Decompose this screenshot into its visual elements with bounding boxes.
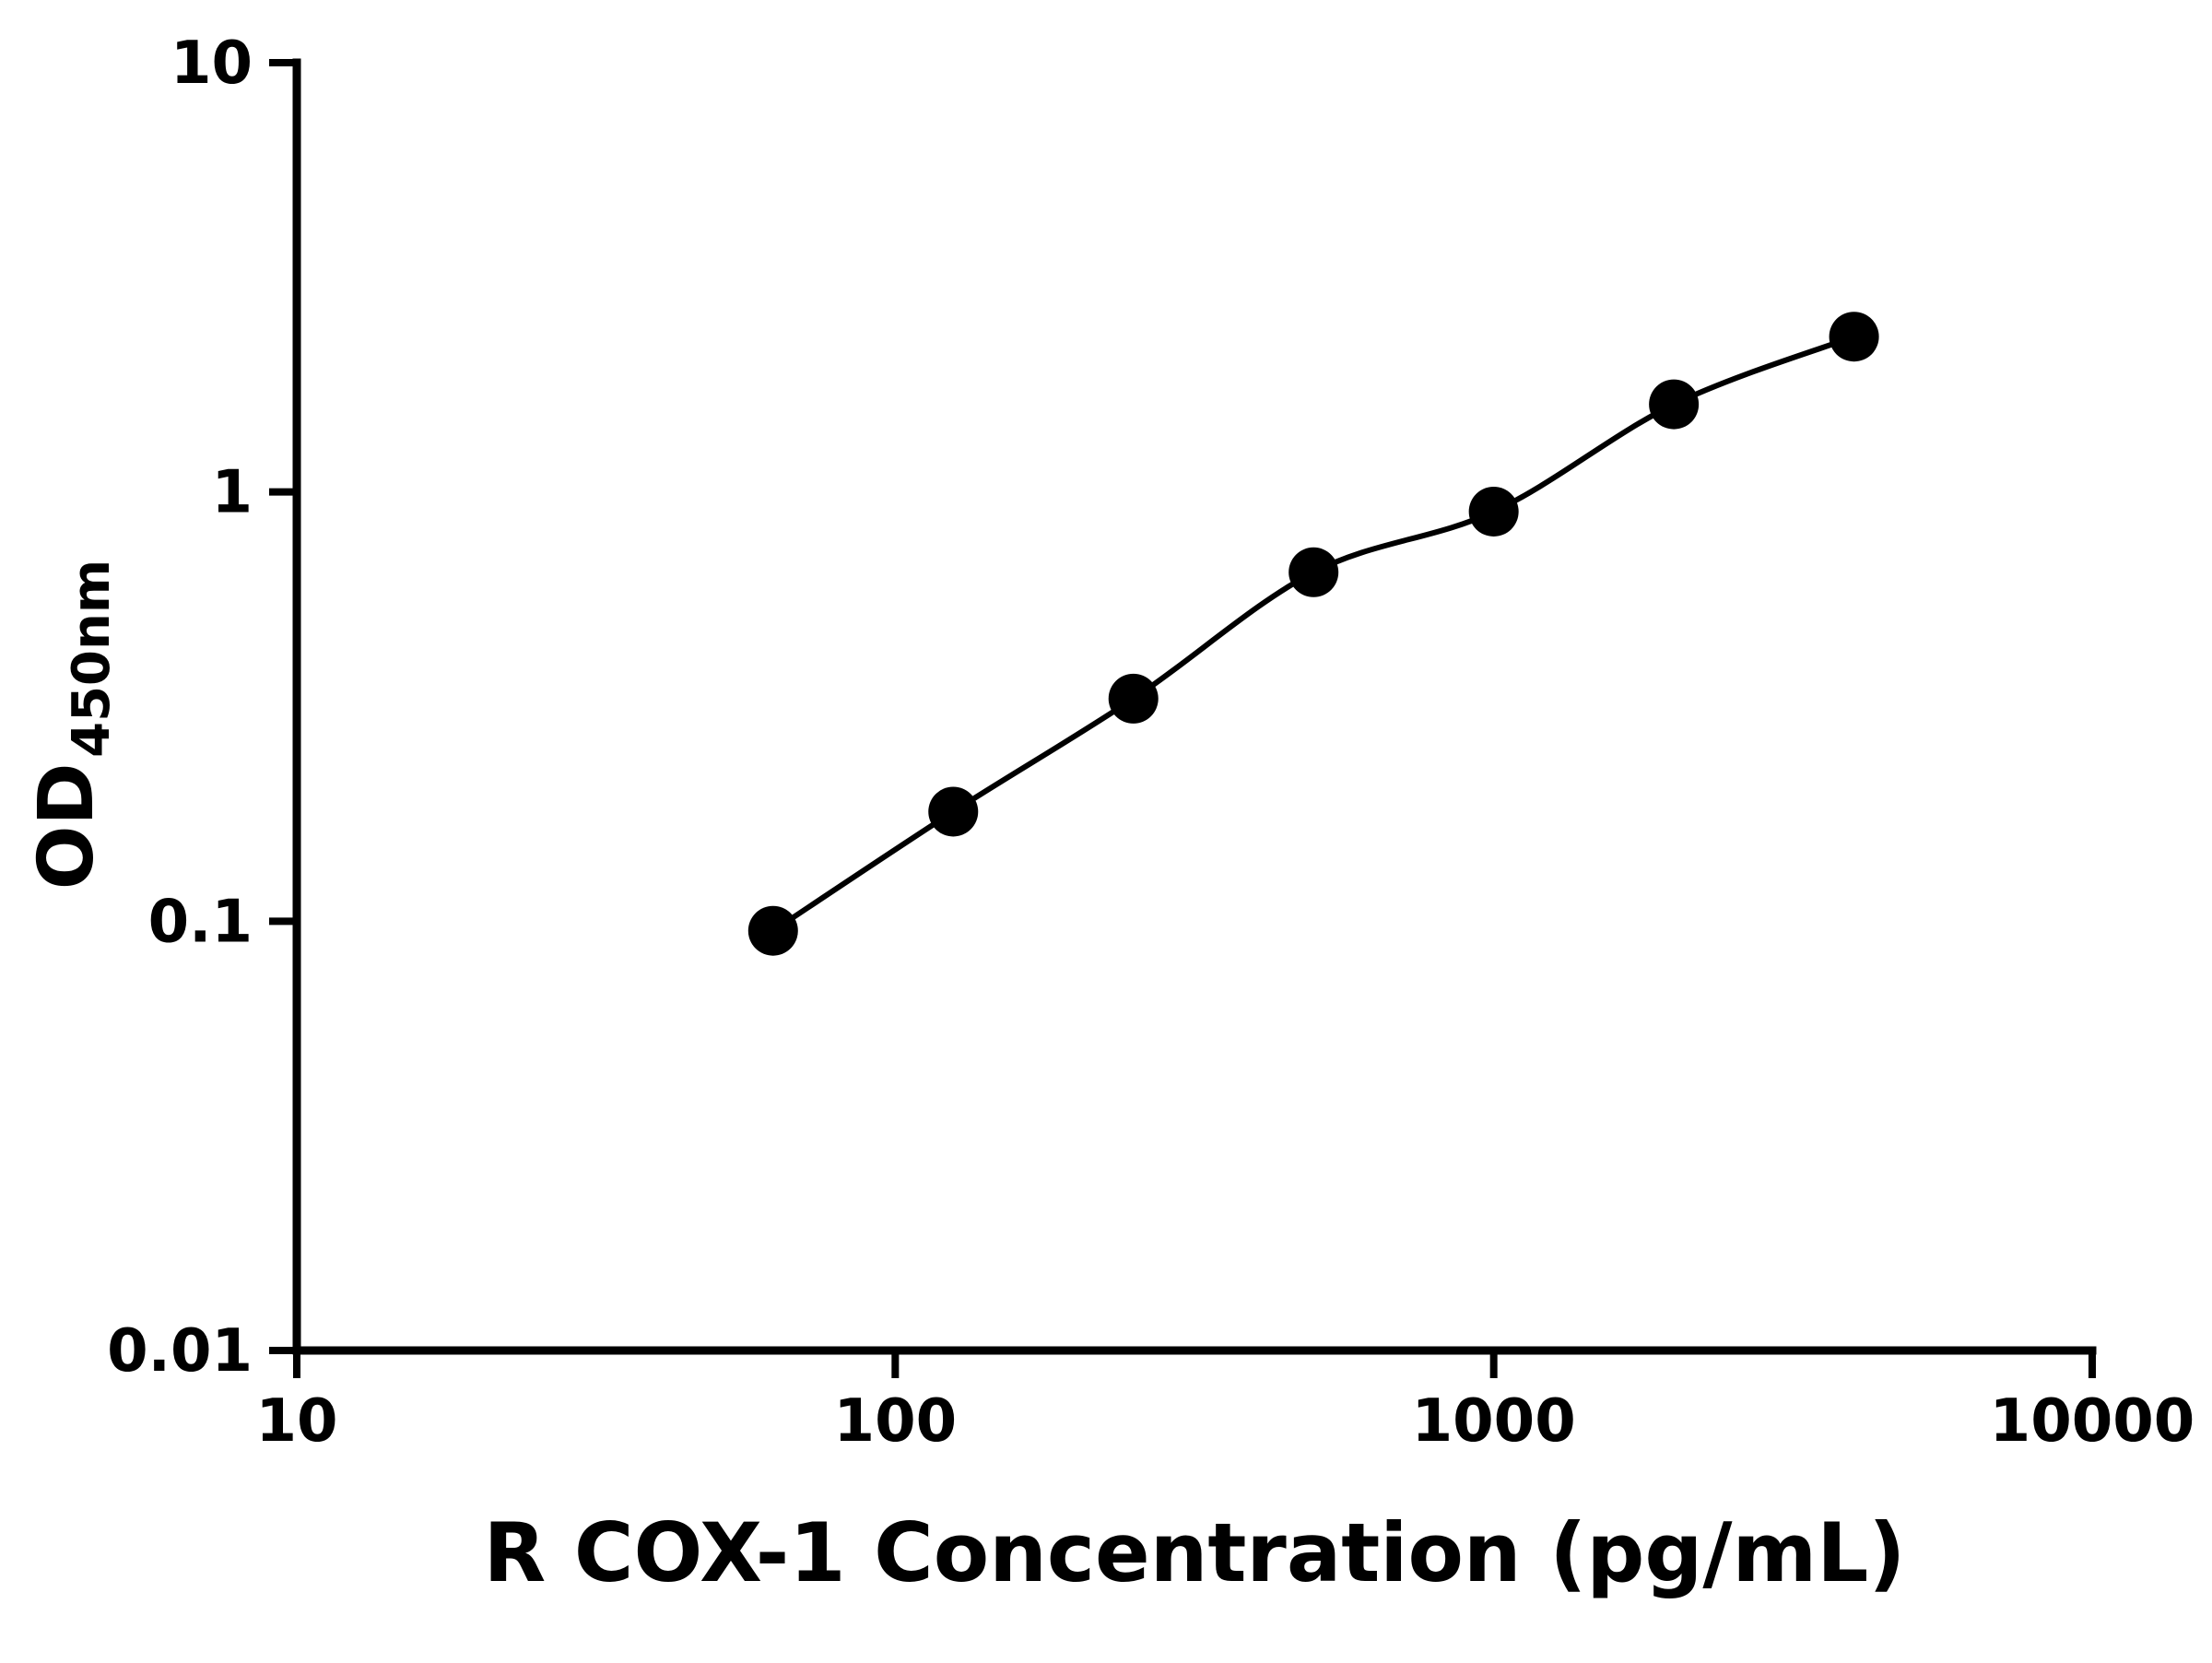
y-axis-title-subscript: 450nm [62, 560, 122, 758]
y-axis-title: OD 450nm [23, 560, 122, 890]
data-point [1829, 312, 1879, 362]
y-axis-title-main: OD [23, 762, 111, 890]
tick-labels-layer: 10 100 1000 10000 0.01 0.1 1 10 [107, 29, 2194, 1456]
y-tick-label: 1 [211, 459, 253, 527]
curve-line [770, 334, 1857, 934]
ticks-layer [269, 59, 2096, 1378]
y-tick-label: 0.01 [107, 1317, 253, 1386]
axes-layer [292, 58, 2097, 1355]
points-layer [747, 312, 1879, 956]
data-point [1108, 673, 1159, 724]
y-tick-label: 10 [171, 29, 253, 98]
data-point [747, 905, 798, 956]
x-tick-label: 10 [255, 1387, 337, 1456]
x-tick-label: 1000 [1412, 1387, 1576, 1456]
data-point [1649, 379, 1700, 430]
x-tick-label: 100 [834, 1387, 958, 1456]
data-point [1288, 547, 1339, 597]
x-axis-title: R COX-1 Concentration (pg/mL) [483, 1505, 1905, 1600]
data-point [928, 786, 979, 837]
x-tick-label: 10000 [1990, 1387, 2195, 1456]
y-tick-label: 0.1 [148, 888, 253, 956]
axis-spine [292, 58, 2097, 1355]
curve-layer [770, 334, 1857, 934]
data-point [1468, 486, 1519, 537]
